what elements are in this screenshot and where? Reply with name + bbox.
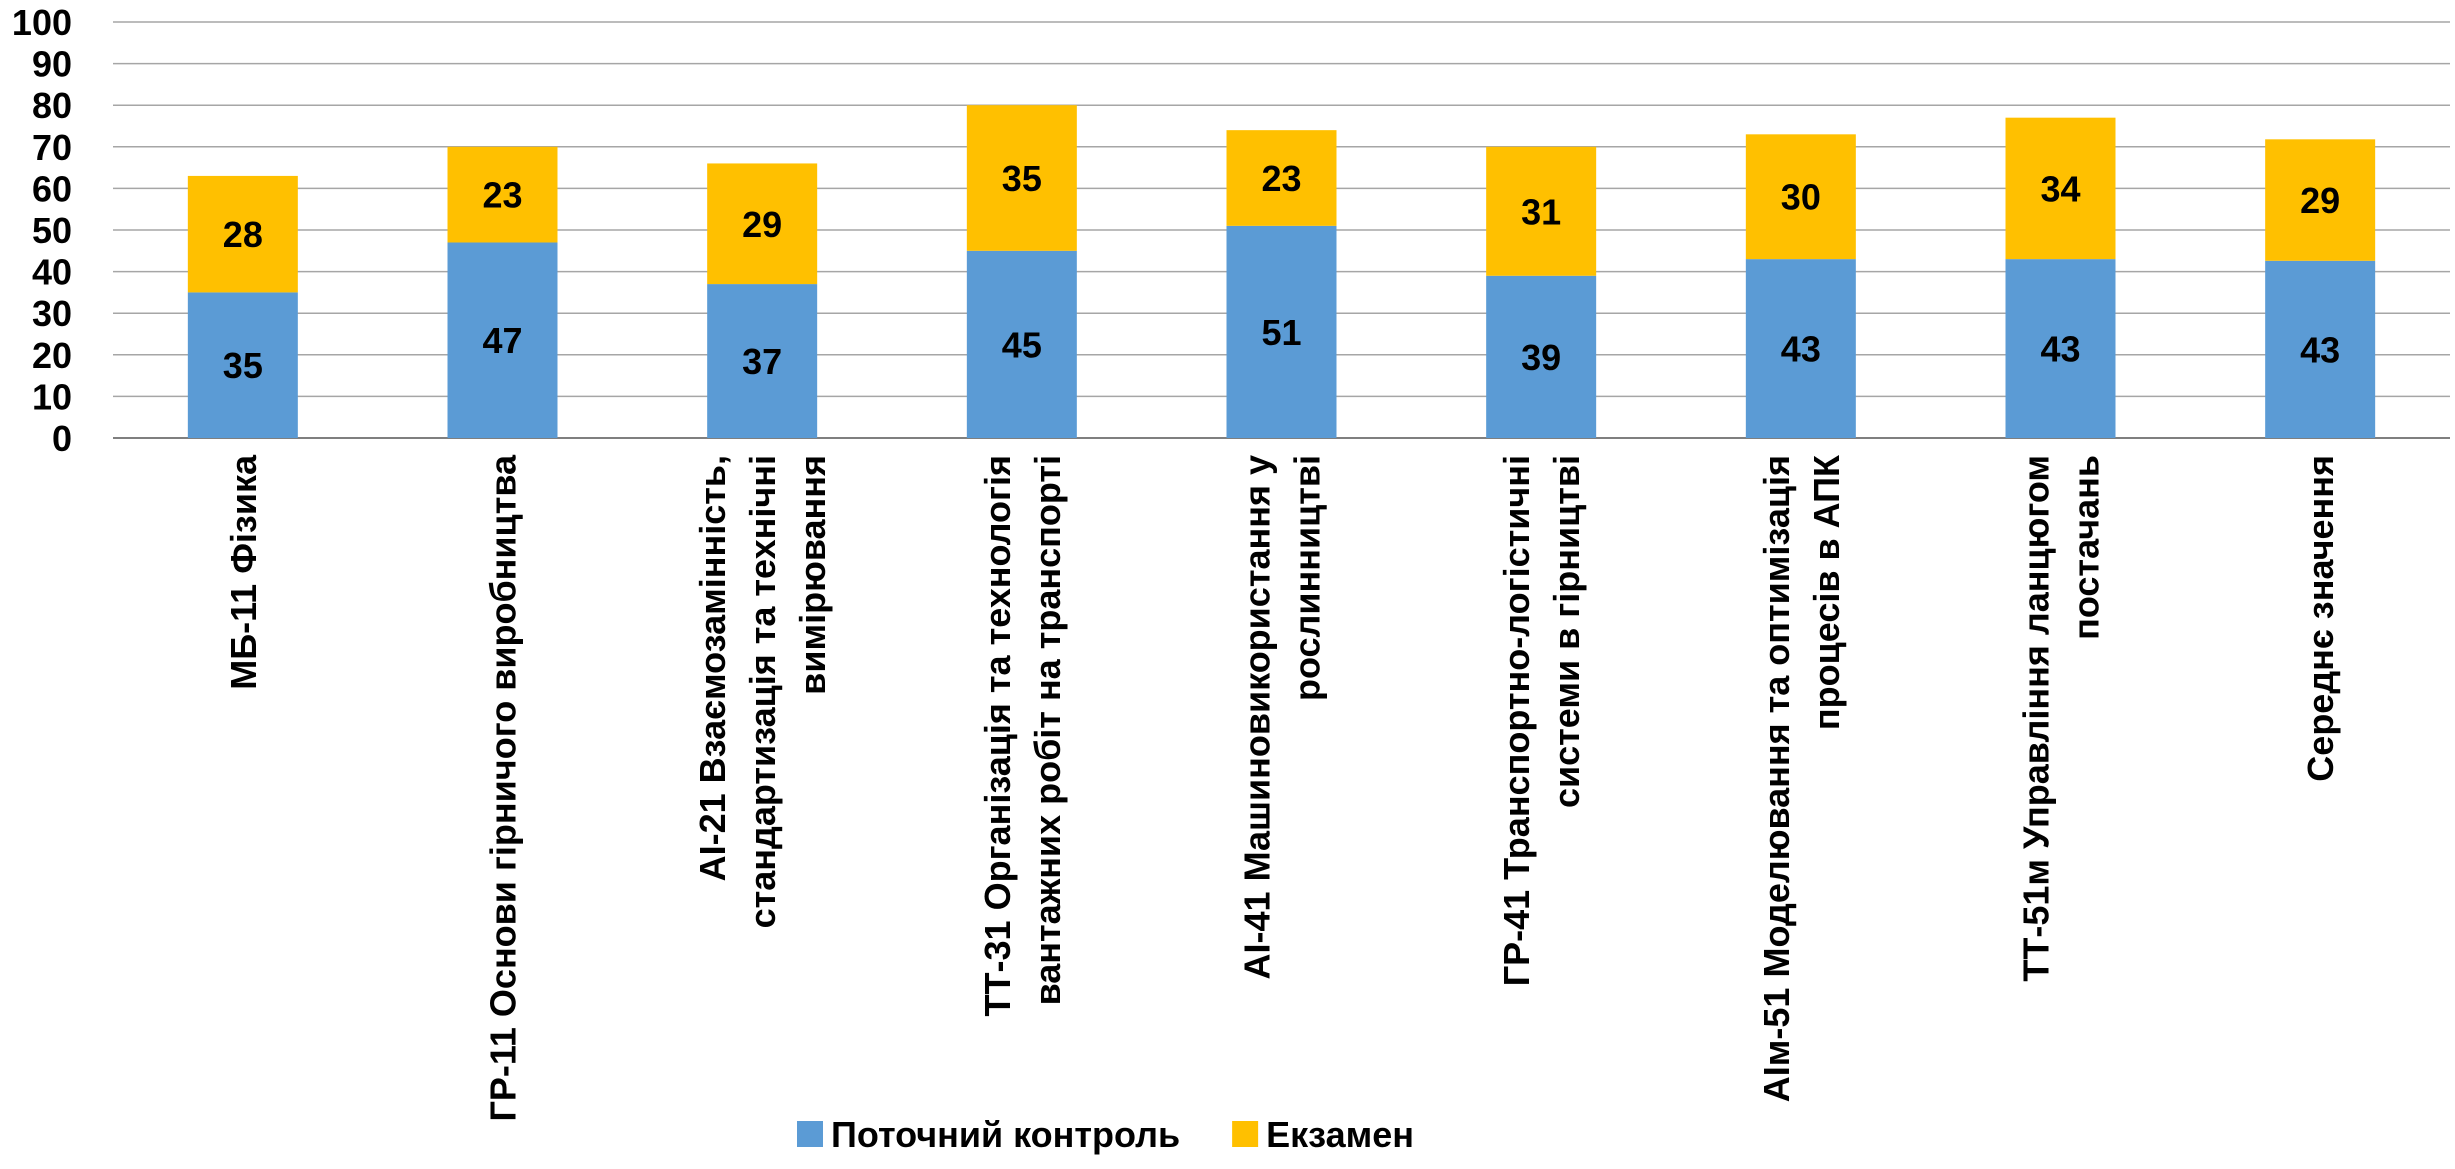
legend: Поточний контроль Екзамен — [797, 1114, 1414, 1155]
data-label: 34 — [2040, 168, 2080, 209]
x-tick-label: АІм-51 Моделювання та оптимізація процесі… — [1756, 454, 1847, 1102]
x-tick-label-line: рослинництві — [1287, 455, 1328, 701]
data-label: 47 — [482, 320, 522, 361]
bar-segment — [187, 292, 298, 438]
bar-segment — [966, 250, 1077, 438]
x-tick-label-line: АІ-41 Машиновикористання у — [1237, 455, 1278, 979]
x-tick-label-line: стандартизація та технічні — [742, 455, 783, 928]
data-label: 23 — [1261, 158, 1301, 199]
bar-segment — [1745, 259, 1856, 438]
legend-label: Поточний контроль — [831, 1114, 1180, 1155]
x-tick-label-line: вимірювання — [792, 455, 833, 695]
legend-swatch — [1232, 1121, 1259, 1147]
y-tick-label: 70 — [32, 127, 72, 168]
y-tick-label: 50 — [32, 210, 72, 251]
x-tick-label-line: Середнє значення — [2300, 455, 2341, 782]
data-label: 45 — [1002, 324, 1042, 365]
y-tick-label: 60 — [32, 168, 72, 209]
data-label: 43 — [2040, 329, 2080, 370]
bar-segment — [2265, 260, 2376, 438]
y-tick-label: 40 — [32, 252, 72, 293]
x-tick-label: ТТ-51м Управління ланцюгом постачань — [2016, 455, 2107, 982]
x-tick-label: АІ-21 Взаємозамінність, стандартизація та… — [692, 455, 833, 928]
x-tick-label: МБ-11 Фізика — [223, 454, 264, 690]
bar-segment — [707, 163, 818, 285]
bar-segment — [966, 105, 1077, 251]
x-tick-label-line: ГР-41 Транспортно-логістичні — [1496, 455, 1537, 986]
bar-segment — [447, 146, 558, 243]
data-label: 29 — [742, 204, 782, 245]
y-tick-label: 100 — [12, 2, 72, 43]
bar-segment — [1745, 134, 1856, 260]
bar-segment — [2005, 117, 2116, 260]
bar-segment — [2005, 259, 2116, 438]
bars: 35 28 47 23 37 29 45 35 51 23 39 31 43 30 43 34 43 29 — [187, 105, 2376, 438]
x-tick-label-line: МБ-11 Фізика — [223, 454, 264, 690]
x-tick-label-line: АІм-51 Моделювання та оптимізація — [1756, 455, 1797, 1102]
data-label: 51 — [1261, 312, 1301, 353]
data-label: 31 — [1521, 191, 1561, 232]
x-tick-label-line: ТТ-31 Організація та технологія — [977, 455, 1018, 1016]
x-tick-label-line: вантажних робіт на транспорті — [1027, 455, 1068, 1005]
x-tick-label-line: ГР-11 Основи гірничого виробництва — [483, 454, 524, 1122]
legend-label: Екзамен — [1266, 1114, 1414, 1155]
data-label: 23 — [482, 175, 522, 216]
y-tick-label: 30 — [32, 293, 72, 334]
x-tick-label-line: ТТ-51м Управління ланцюгом — [2016, 455, 2057, 982]
data-label: 39 — [1521, 337, 1561, 378]
bar-segment — [2265, 139, 2376, 261]
x-tick-label-line: процесів в АПК — [1806, 454, 1847, 730]
data-label: 28 — [223, 214, 263, 255]
bar-segment — [1226, 225, 1337, 438]
data-label: 43 — [2300, 329, 2340, 370]
data-label: 35 — [223, 345, 263, 386]
y-tick-label: 80 — [32, 85, 72, 126]
bar-segment — [1226, 130, 1337, 226]
x-tick-label-line: системи в гірництві — [1546, 455, 1587, 808]
y-tick-label: 90 — [32, 44, 72, 85]
data-label: 43 — [1781, 329, 1821, 370]
x-tick-label: АІ-41 Машиновикористання у рослинництві — [1237, 455, 1328, 979]
x-tick-label: ГР-11 Основи гірничого виробництва — [483, 454, 524, 1122]
x-tick-label: Середнє значення — [2300, 455, 2341, 782]
legend-swatch — [797, 1121, 823, 1147]
x-tick-label-line: постачань — [2066, 455, 2107, 640]
x-tick-label-line: АІ-21 Взаємозамінність, — [692, 455, 733, 881]
y-tick-label: 0 — [52, 418, 72, 459]
data-label: 37 — [742, 341, 782, 382]
y-tick-label: 10 — [32, 376, 72, 417]
x-tick-label: ГР-41 Транспортно-логістичні системи в гі… — [1496, 455, 1587, 986]
data-label: 30 — [1781, 177, 1821, 218]
bar-segment — [707, 284, 818, 438]
bar-segment — [447, 242, 558, 438]
x-tick-label: ТТ-31 Організація та технологія вантажних… — [977, 455, 1068, 1016]
bar-segment — [187, 175, 298, 293]
data-label: 29 — [2300, 180, 2340, 221]
y-tick-label: 20 — [32, 335, 72, 376]
x-axis: МБ-11 Фізика ГР-11 Основи гірничого вироб… — [223, 454, 2341, 1122]
bar-segment — [1486, 146, 1597, 276]
data-label: 35 — [1002, 158, 1042, 199]
bar-segment — [1486, 275, 1597, 438]
